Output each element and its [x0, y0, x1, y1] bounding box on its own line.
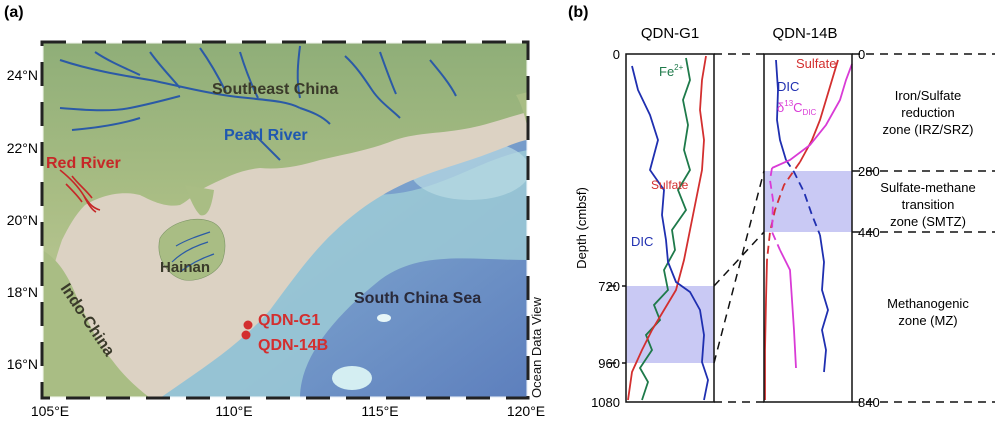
col1-depth: 0	[613, 47, 620, 62]
col1-frame	[625, 53, 715, 403]
col1-sulfate-curve	[627, 55, 707, 401]
profile-lines	[627, 55, 853, 401]
col2-dic-curve-smtz	[785, 159, 821, 236]
col2-delta13c-curve	[771, 63, 853, 169]
delta13c-label: δ13CDIC	[777, 99, 817, 117]
col1-sulfate-label: Sulfate	[651, 178, 689, 192]
col1-smtz-fill	[626, 286, 714, 363]
lon-tick: 110°E	[215, 403, 252, 419]
site-marker-qdn-14b	[241, 330, 251, 340]
seamount-1	[332, 366, 372, 390]
zone-2-line: Sulfate-methane	[880, 180, 975, 195]
hainan-label: Hainan	[160, 259, 210, 276]
lat-tick: 18°N	[7, 284, 38, 300]
indo-china-land	[42, 250, 150, 398]
hainan-rivers	[171, 231, 215, 273]
leizhou	[185, 185, 214, 216]
site-label-qdn-14b: QDN-14B	[258, 337, 328, 354]
panel-a-label: (a)	[4, 4, 24, 21]
col1-depths: 0 720 960 1080	[591, 47, 620, 410]
fe-label: Fe2+	[659, 63, 684, 79]
zone-1-line: Iron/Sulfate	[895, 88, 962, 103]
col2-sulfate-label: Sulfate	[796, 56, 836, 71]
hainan-island	[158, 218, 226, 281]
zone-1-line: zone (IRZ/SRZ)	[882, 122, 973, 137]
zone-2-line: zone (SMTZ)	[890, 214, 966, 229]
zone-labels: Iron/Sulfate reduction zone (IRZ/SRZ) Su…	[880, 88, 975, 328]
col1-depth: 960	[598, 356, 620, 371]
col2-depth: 280	[858, 164, 880, 179]
col2-delta13c-curve-smtz	[769, 167, 781, 251]
southeast-china-label: Southeast China	[212, 81, 338, 98]
col1-fe-curve	[638, 57, 691, 401]
site-marker-qdn-g1	[243, 320, 253, 330]
col2-frame	[763, 53, 853, 403]
col2-depth: 840	[858, 395, 880, 410]
zone-1-line: reduction	[901, 105, 954, 120]
col2-delta13c-curve-lower	[779, 249, 797, 369]
depth-axis-label: Depth (cmbsf)	[574, 187, 589, 269]
red-river-system	[59, 169, 101, 213]
panel-b-label: (b)	[568, 4, 588, 21]
col2-dic-curve	[775, 59, 787, 161]
col1-depth: 720	[598, 279, 620, 294]
col1-depth: 1080	[591, 395, 620, 410]
col2-depth: 0	[858, 47, 865, 62]
depth-guides	[608, 53, 995, 403]
pearl-river-system	[59, 45, 457, 161]
lat-tick: 22°N	[7, 140, 38, 156]
col2-sulfate-curve-smtz	[766, 161, 801, 261]
zone-3-line: zone (MZ)	[898, 313, 957, 328]
lon-tick: 120°E	[507, 403, 545, 419]
lat-ticks: 24°N 22°N 20°N 18°N 16°N	[7, 67, 38, 372]
lat-tick: 24°N	[7, 67, 38, 83]
lon-ticks: 105°E 110°E 115°E 120°E	[31, 403, 545, 419]
site-label-qdn-g1: QDN-G1	[258, 312, 320, 329]
col2-title: QDN-14B	[772, 25, 837, 42]
col1-dic-label: DIC	[631, 234, 653, 249]
col1-dic-curve	[631, 65, 709, 401]
col1-title: QDN-G1	[641, 25, 699, 42]
col2-depth: 440	[858, 225, 880, 240]
lat-tick: 16°N	[7, 356, 38, 372]
zone-3-line: Methanogenic	[887, 296, 969, 311]
mainland	[42, 42, 528, 300]
col2-depths: 0 280 440 840	[858, 47, 880, 410]
seamount-2	[377, 314, 391, 322]
pearl-river-label: Pearl River	[224, 127, 308, 144]
lat-tick: 20°N	[7, 212, 38, 228]
map-frame-light	[40, 40, 530, 400]
odv-credit: Ocean Data View	[529, 296, 544, 398]
lon-tick: 105°E	[31, 403, 69, 419]
col2-dic-curve-lower	[819, 234, 829, 373]
red-river-label: Red River	[46, 155, 121, 172]
zone-2-line: transition	[902, 197, 955, 212]
taiwan	[516, 92, 528, 130]
map	[42, 42, 528, 398]
south-china-sea-label: South China Sea	[354, 290, 481, 307]
lon-tick: 115°E	[361, 403, 398, 419]
col2-sulfate-curve-lower	[764, 259, 768, 400]
col2-dic-label: DIC	[777, 79, 799, 94]
